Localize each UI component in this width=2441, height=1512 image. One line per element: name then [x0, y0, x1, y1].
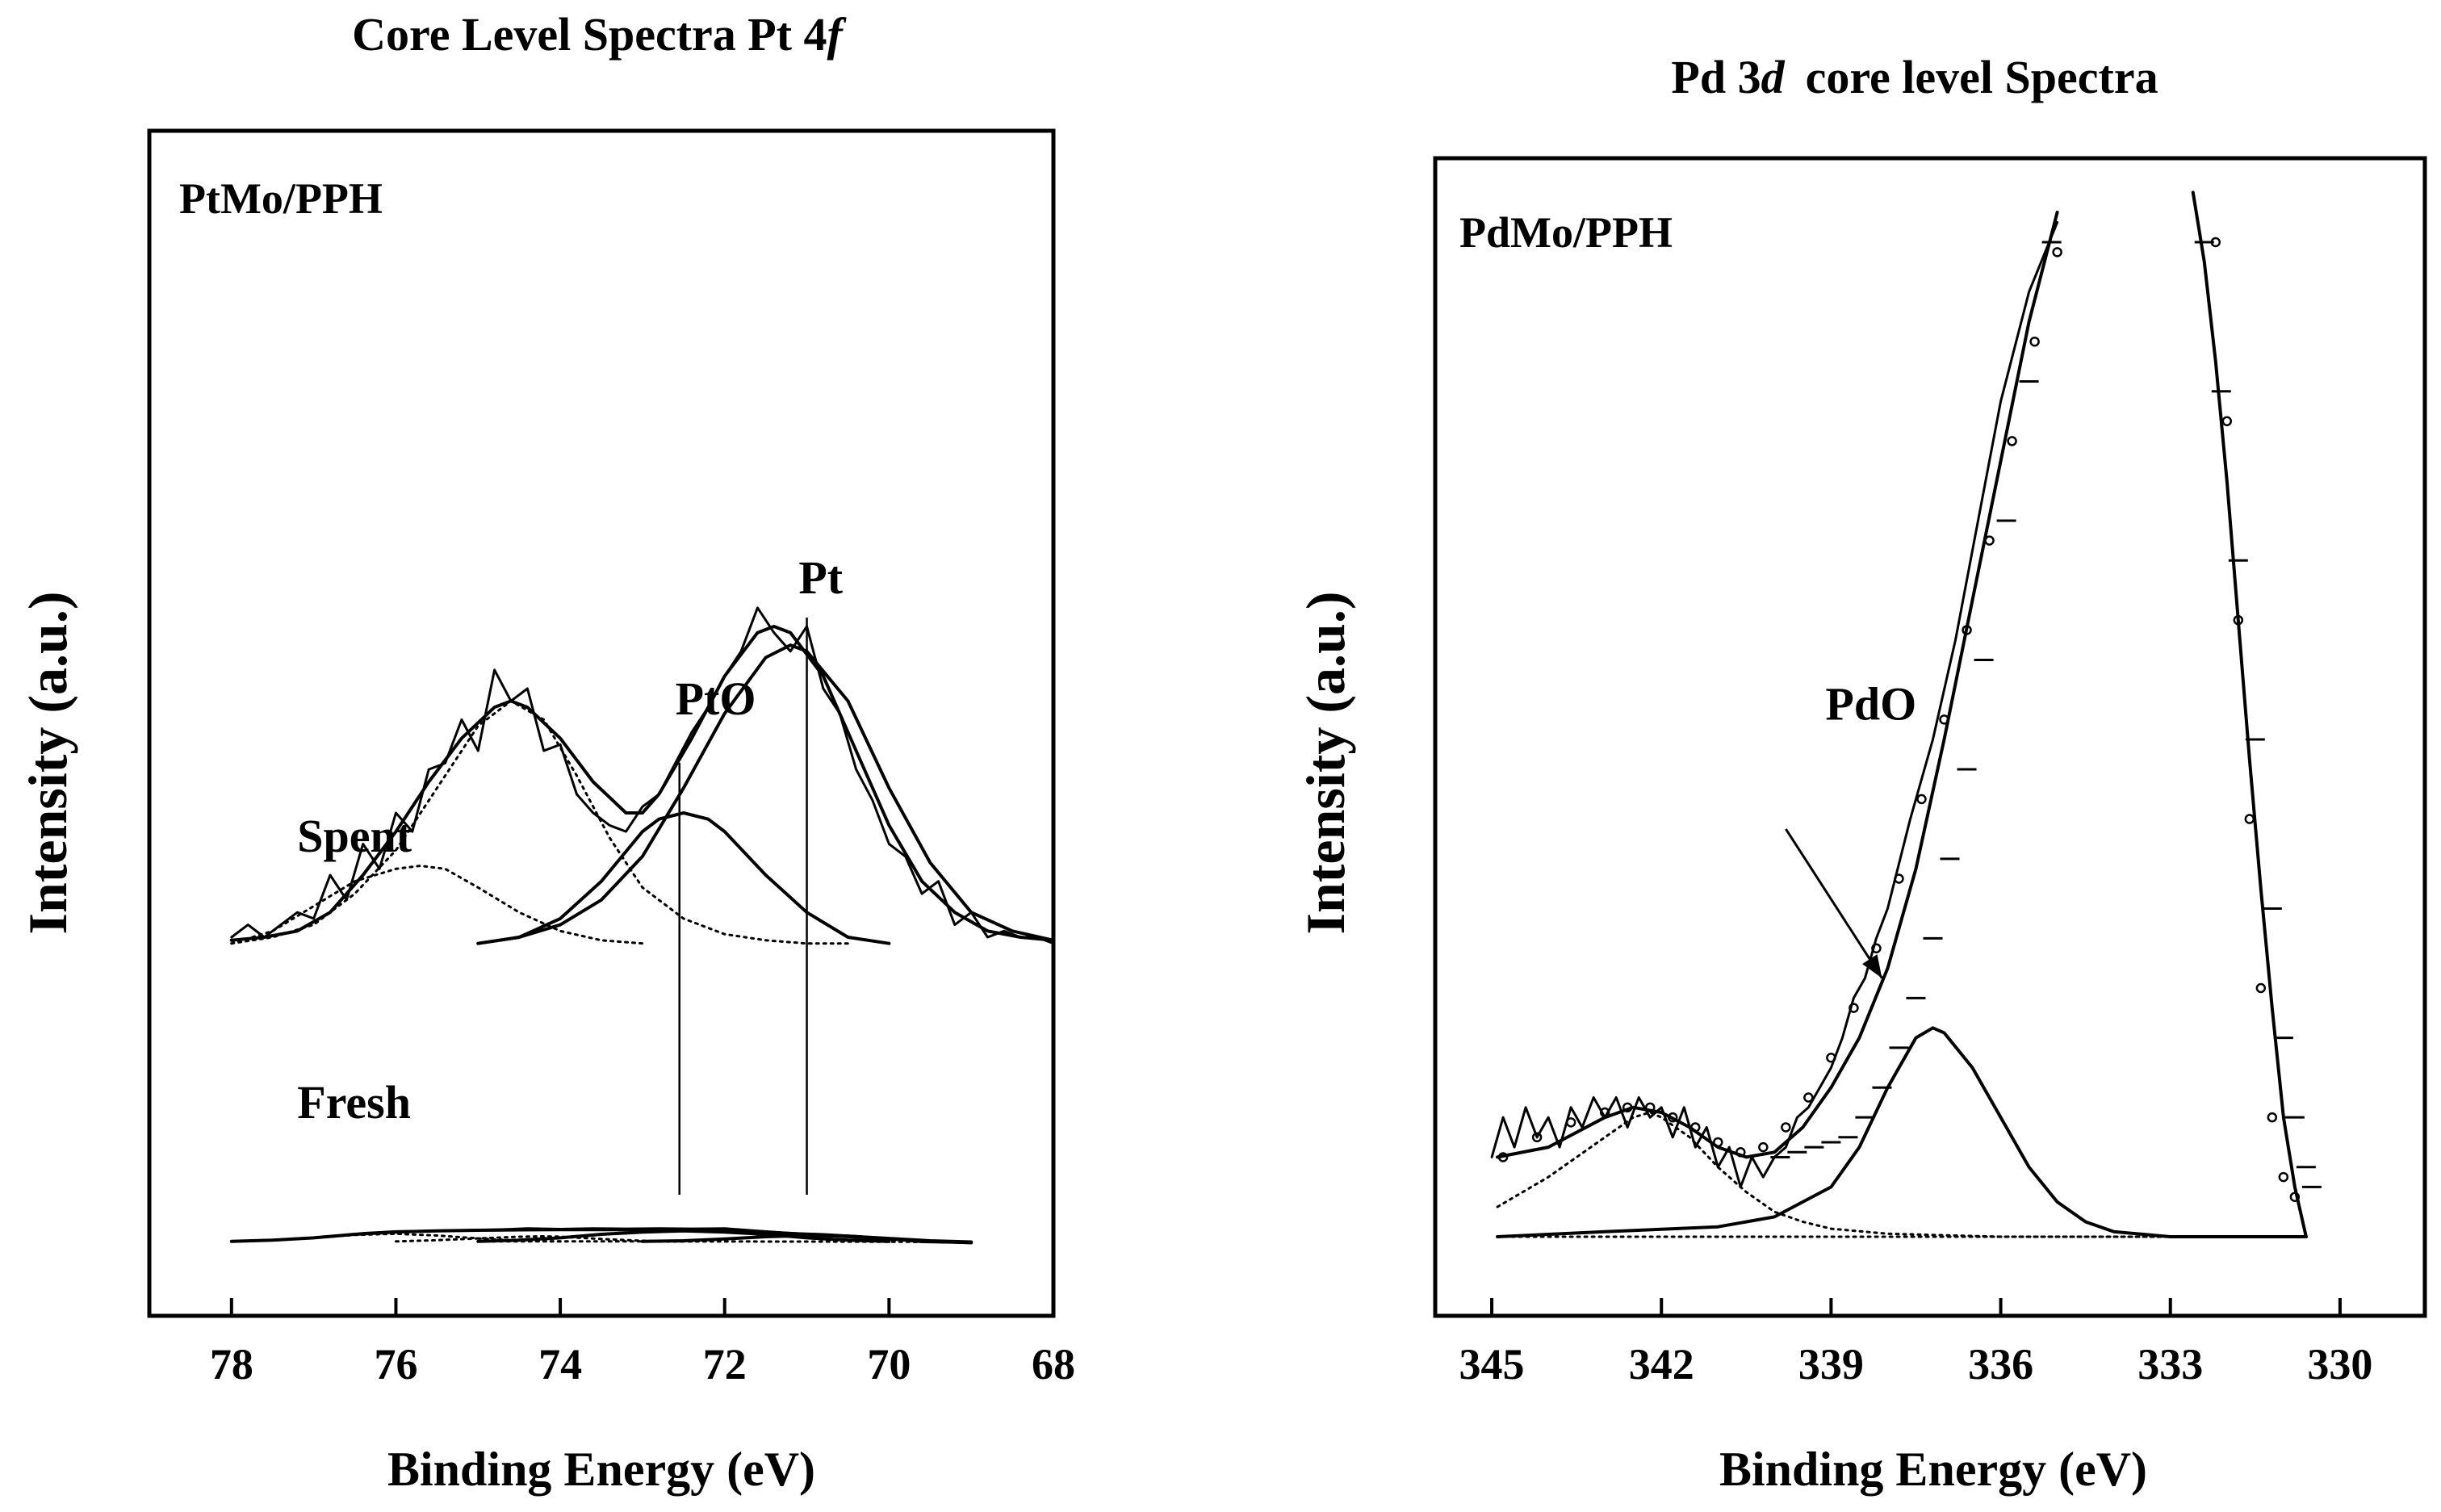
- x-tick-label-342: 342: [1629, 1340, 1694, 1388]
- x-tick-label-74: 74: [538, 1340, 582, 1388]
- fit-point: [1916, 794, 1927, 805]
- fit-point: [1599, 1107, 1610, 1118]
- y-axis-label: Intensity (a.u.): [1295, 591, 1356, 934]
- annotation-fresh: Fresh: [297, 1076, 411, 1129]
- series-raw-data: [1490, 220, 2059, 1188]
- x-tick-label-72: 72: [703, 1340, 747, 1388]
- x-tick-label-336: 336: [1968, 1340, 2033, 1388]
- x-axis: 78 76 74 72 70 68: [210, 1298, 1075, 1388]
- series-spent-pto: [476, 811, 891, 945]
- fit-point: [2255, 982, 2267, 994]
- fit-point: [2007, 436, 2017, 446]
- fit-point: [1667, 1112, 1678, 1123]
- annotations: PdO: [1785, 677, 1916, 979]
- fit-point: [1758, 1141, 1769, 1153]
- series-spent-pto-4f5-2: [230, 865, 644, 945]
- reference-lines: [678, 618, 808, 1195]
- fit-point: [1871, 943, 1882, 953]
- fit-point: [1984, 535, 1995, 546]
- x-tick-label-345: 345: [1459, 1340, 1525, 1388]
- fit-point: [1826, 1052, 1836, 1063]
- fit-point: [1690, 1122, 1701, 1133]
- annotations: Spent Fresh PtO Pt: [297, 551, 844, 1129]
- fit-point: [2052, 247, 2062, 258]
- chart-title: Pd 3d core level Spectra: [1671, 51, 2158, 103]
- sample-label: PdMo/PPH: [1459, 208, 1673, 257]
- series-fresh-component-2: [395, 1235, 685, 1243]
- fit-point: [1713, 1137, 1723, 1148]
- x-tick-label-68: 68: [1032, 1340, 1075, 1388]
- fit-point: [1497, 1152, 1509, 1162]
- x-tick-label-70: 70: [867, 1340, 911, 1388]
- annotation-pto: PtO: [676, 672, 756, 725]
- series-pd-3d5-2-edge: [2191, 191, 2308, 1238]
- fit-point: [2267, 1112, 2278, 1123]
- annotation-arrow-shaft: [1785, 828, 1883, 979]
- fit-point: [1894, 873, 1904, 884]
- series-spent-pt-4f5-2: [230, 699, 849, 945]
- annotation-pdo: PdO: [1825, 677, 1916, 730]
- fit-point: [1803, 1092, 1814, 1103]
- chart-title: Core Level Spectra Pt 4f: [352, 8, 847, 61]
- x-tick-label-78: 78: [210, 1340, 253, 1388]
- series-pdo-component: [1496, 1026, 2308, 1238]
- series-pd-3d5-2-residual: [2194, 241, 2322, 1188]
- series-spent-envelope: [229, 625, 1055, 942]
- series-layer: [229, 606, 1055, 1245]
- fit-point: [1735, 1147, 1746, 1158]
- sample-label: PtMo/PPH: [179, 174, 383, 223]
- annotation-spent: Spent: [297, 810, 412, 862]
- annotation-pt: Pt: [798, 551, 843, 604]
- annotation-arrow-head: [1862, 954, 1882, 978]
- chart-pt4f: Core Level Spectra Pt 4f PtMo/PPH 78 76 74…: [17, 8, 1075, 1496]
- fit-point: [1531, 1132, 1543, 1143]
- fit-point: [1622, 1102, 1633, 1113]
- fit-point: [1939, 714, 1949, 725]
- fit-point: [2221, 416, 2233, 427]
- chart-pd3d: Pd 3d core level Spectra PdMo/PPH 345 342 3…: [1295, 51, 2427, 1496]
- series-fresh-pt: [640, 1233, 973, 1244]
- series-layer: [1490, 191, 2322, 1238]
- fit-point: [1565, 1117, 1576, 1128]
- series-fresh-pto: [476, 1229, 891, 1243]
- fit-point: [1849, 1003, 1859, 1013]
- series-satellite-component: [1496, 1111, 2308, 1238]
- x-axis-label: Binding Energy (eV): [387, 1443, 815, 1496]
- x-axis: 345 342 339 336 333 330: [1459, 1298, 2372, 1388]
- fit-point: [2244, 814, 2255, 824]
- series-spent-pt-4f7-2: [476, 643, 1055, 945]
- x-tick-label-76: 76: [374, 1340, 417, 1388]
- series-pd-3d3-2-residual: [1770, 241, 2062, 1158]
- plot-frame: [1433, 156, 2427, 1318]
- fit-point: [2029, 336, 2040, 347]
- fit-point: [1962, 625, 1972, 635]
- x-axis-label: Binding Energy (eV): [1719, 1443, 2147, 1496]
- fit-point: [2278, 1171, 2289, 1183]
- fit-point: [1644, 1102, 1656, 1113]
- series-fit-points: [1497, 237, 2301, 1202]
- series-spent-raw: [230, 606, 1055, 945]
- plot-frame: [147, 128, 1056, 1318]
- fit-point: [1781, 1122, 1791, 1133]
- x-tick-label-330: 330: [2307, 1340, 2372, 1388]
- x-tick-label-339: 339: [1798, 1340, 1864, 1388]
- y-axis-label: Intensity (a.u.): [17, 591, 78, 934]
- series-envelope: [1496, 211, 2059, 1159]
- x-tick-label-333: 333: [2137, 1340, 2203, 1388]
